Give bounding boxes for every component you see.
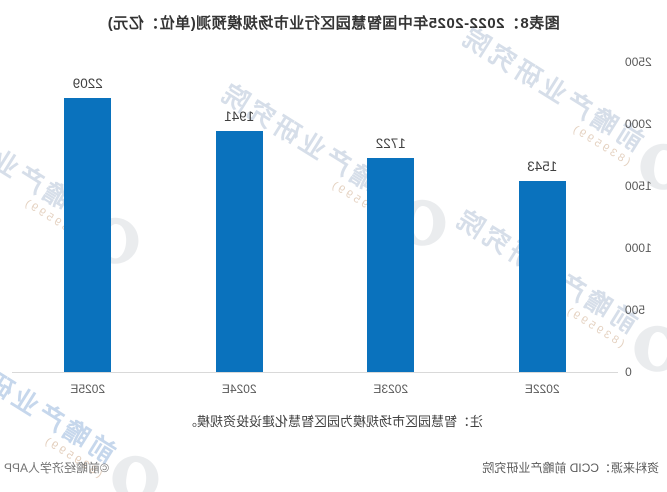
bar-value-label: 1941	[224, 109, 255, 125]
x-axis-tick-label: 2023E	[373, 382, 409, 396]
bar-2024E	[215, 131, 263, 372]
y-axis-tick-label: 0	[625, 365, 632, 379]
x-axis-tick-label: 2025E	[70, 382, 106, 396]
copyright-text: ©前瞻经济学人APP	[4, 461, 109, 475]
x-axis-tick-label: 2024E	[221, 382, 257, 396]
bar-value-label: 2209	[72, 76, 103, 92]
watermark-brand-text: 前瞻产业研究院	[454, 20, 649, 157]
qianzhan-logo-icon	[103, 447, 168, 492]
y-axis-tick-label: 500	[625, 303, 646, 317]
y-axis-tick-label: 1500	[625, 179, 652, 193]
chart-note: 注：智慧园区市场规模为园区智慧化建设投资规模。	[184, 414, 484, 429]
bar-value-label: 1722	[375, 136, 406, 152]
bar-2022E	[518, 180, 566, 372]
bar-2023E	[367, 158, 415, 372]
y-axis-tick-label: 2000	[625, 117, 652, 131]
watermark-code-text: (839599)	[568, 121, 633, 168]
y-axis-tick-label: 2500	[625, 55, 652, 69]
bar-2025E	[64, 98, 112, 372]
y-axis-tick-label: 1000	[625, 241, 652, 255]
x-axis-line	[12, 372, 618, 373]
bar-value-label: 1543	[527, 158, 558, 174]
x-axis-tick-label: 2022E	[524, 382, 560, 396]
source-attribution: 资料来源：CCID 前瞻产业研究院	[482, 461, 659, 475]
